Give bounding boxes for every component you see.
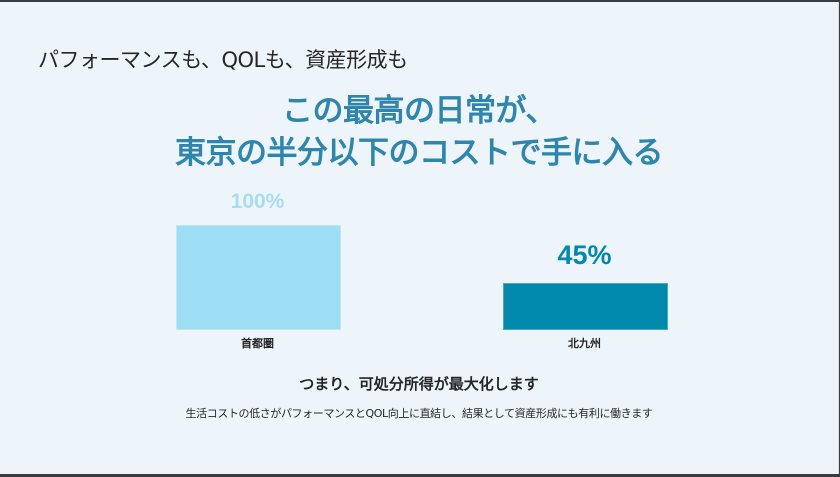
title-line-1: この最高の日常が、: [282, 93, 556, 129]
summary-text: つまり、可処分所得が最大化します: [299, 375, 539, 393]
bar-kitakyushu: [503, 283, 668, 330]
bar-value-tokyo: 100%: [230, 190, 285, 213]
sub-text: 生活コストの低さがパフォーマンスとQOL向上に直結し、結果として資産形成にも有利…: [185, 407, 653, 420]
bar-label-tokyo: 首都圏: [241, 337, 274, 350]
slide-heading: パフォーマンスも、QOLも、資産形成も: [38, 48, 408, 72]
bar-tokyo: [176, 225, 341, 330]
slide-title: この最高の日常が、 東京の半分以下のコストで手に入る: [0, 90, 838, 174]
title-line-2: 東京の半分以下のコストで手に入る: [175, 135, 664, 171]
bar-label-kitakyushu: 北九州: [568, 337, 601, 350]
bar-value-kitakyushu: 45%: [557, 240, 612, 270]
